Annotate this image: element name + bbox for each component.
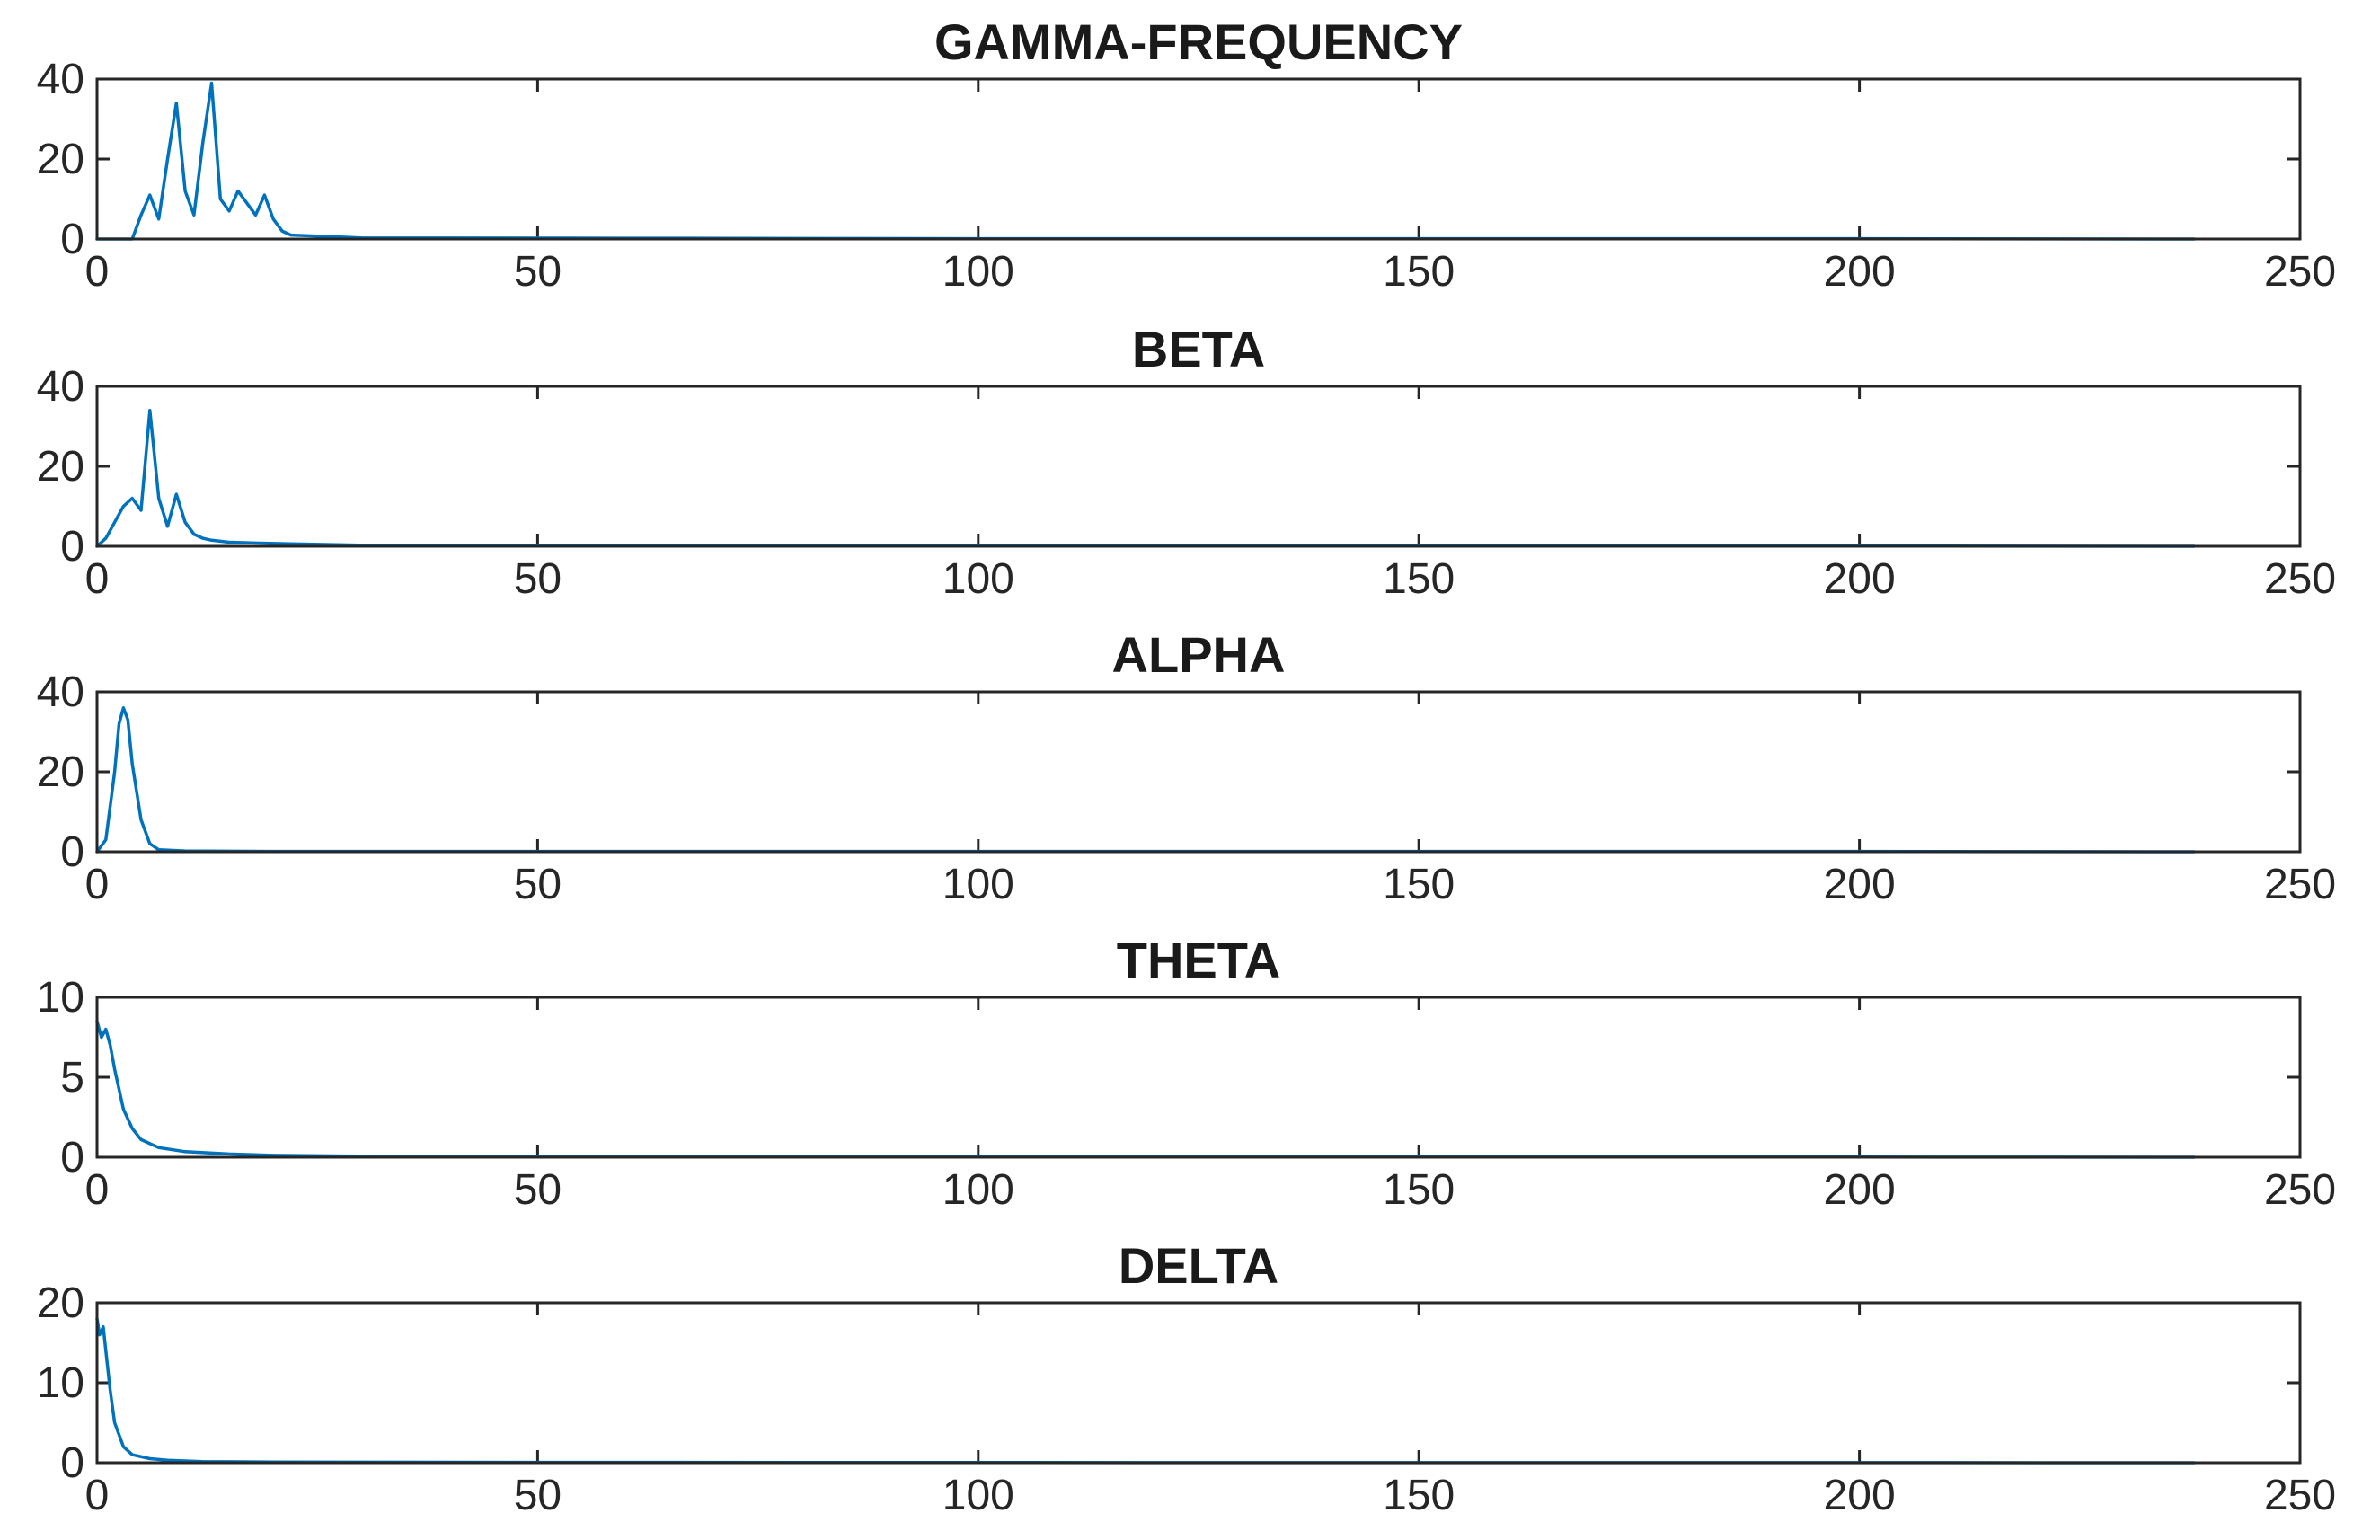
panel-4-title: THETA xyxy=(1117,932,1281,988)
panel-1-ytick-label: 20 xyxy=(37,136,84,183)
panel-3-xtick-label: 100 xyxy=(942,861,1014,908)
panel-2-xtick-label: 200 xyxy=(1824,555,1896,603)
panel-4-ytick-label: 0 xyxy=(60,1134,84,1182)
panel-1-title: GAMMA-FREQUENCY xyxy=(934,13,1463,70)
panel-1-ytick-label: 0 xyxy=(60,216,84,263)
panel-5-title: DELTA xyxy=(1119,1237,1278,1294)
panel-5-axes-frame xyxy=(95,1301,2302,1465)
panel-4-xtick-label: 50 xyxy=(514,1166,562,1214)
panel-5-ytick-label: 20 xyxy=(37,1279,84,1327)
panel-1-xtick-label: 250 xyxy=(2264,248,2336,296)
panel-2-axes-frame xyxy=(95,385,2302,548)
panel-4-xtick-label: 100 xyxy=(942,1166,1014,1214)
panel-2-title: BETA xyxy=(1132,321,1265,377)
panel-3-xtick-label: 200 xyxy=(1824,861,1896,908)
panel-3-xtick-label: 150 xyxy=(1383,861,1455,908)
panel-4-xtick-label: 150 xyxy=(1383,1166,1455,1214)
panel-3-xtick-label: 50 xyxy=(514,861,562,908)
panel-3-xtick-label: 0 xyxy=(85,861,110,908)
panel-4-series-line xyxy=(95,1019,2197,1159)
panel-4-xtick-label: 0 xyxy=(85,1166,110,1214)
panel-5-xtick-label: 250 xyxy=(2264,1472,2336,1519)
panel-5-series-line xyxy=(95,1317,2197,1465)
panel-2-xtick-label: 50 xyxy=(514,555,562,603)
panel-3-series-line xyxy=(95,706,2197,854)
panel-3-ytick-label: 0 xyxy=(60,828,84,876)
panel-2-xtick-label: 150 xyxy=(1383,555,1455,603)
panel-3-ytick-label: 20 xyxy=(37,748,84,796)
panel-1-xtick-label: 50 xyxy=(514,248,562,296)
panel-3-title: ALPHA xyxy=(1112,626,1286,683)
panel-3-xtick-label: 250 xyxy=(2264,861,2336,908)
panel-1-xtick-label: 0 xyxy=(85,248,110,296)
panel-5-xtick-label: 100 xyxy=(942,1472,1014,1519)
panel-4-axes-frame xyxy=(95,996,2302,1159)
panel-4-xtick-label: 200 xyxy=(1824,1166,1896,1214)
panel-3-axes-frame xyxy=(95,690,2302,854)
panel-2-series-line xyxy=(95,408,2197,548)
panel-4-xtick-label: 250 xyxy=(2264,1166,2336,1214)
panel-1-series-line xyxy=(95,81,2197,241)
panel-5-xtick-label: 150 xyxy=(1383,1472,1455,1519)
panel-2-ytick-label: 0 xyxy=(60,523,84,571)
panel-2-ytick-label: 40 xyxy=(37,363,84,411)
panel-5-ytick-label: 10 xyxy=(37,1359,84,1407)
panel-3-ytick-label: 40 xyxy=(37,668,84,716)
panel-1-ytick-label: 40 xyxy=(37,56,84,103)
panel-5-xtick-label: 50 xyxy=(514,1472,562,1519)
panel-2-ytick-label: 20 xyxy=(37,443,84,491)
panel-5-xtick-label: 200 xyxy=(1824,1472,1896,1519)
panel-1-axes-frame xyxy=(95,77,2302,241)
panel-4-ytick-label: 10 xyxy=(37,974,84,1022)
panel-2-xtick-label: 100 xyxy=(942,555,1014,603)
panel-1-xtick-label: 150 xyxy=(1383,248,1455,296)
panel-1-xtick-label: 100 xyxy=(942,248,1014,296)
panel-2-xtick-label: 0 xyxy=(85,555,110,603)
panel-2-xtick-label: 250 xyxy=(2264,555,2336,603)
panel-4-ytick-label: 5 xyxy=(60,1054,84,1102)
panel-1-xtick-label: 200 xyxy=(1824,248,1896,296)
panel-5-xtick-label: 0 xyxy=(85,1472,110,1519)
panel-5-ytick-label: 0 xyxy=(60,1439,84,1487)
